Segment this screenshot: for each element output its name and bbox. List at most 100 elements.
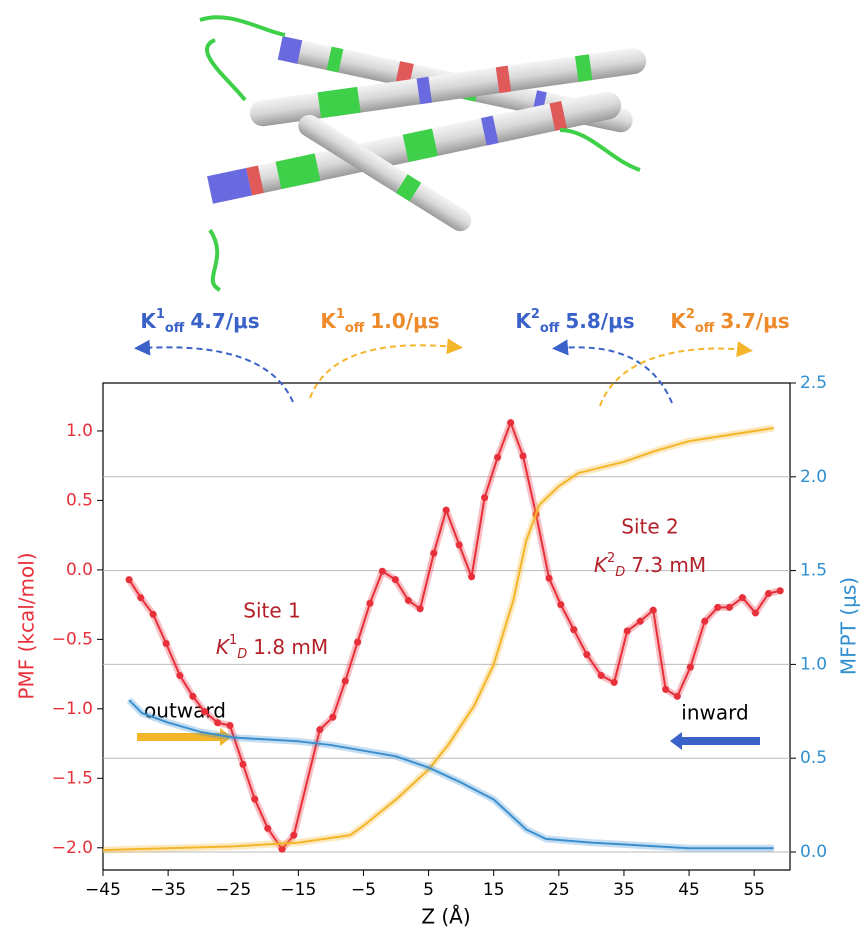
marker [391, 576, 399, 584]
x-tick-label: 5 [423, 880, 434, 900]
marker [507, 419, 515, 427]
marker [201, 708, 209, 716]
marker [701, 617, 709, 625]
marker [430, 549, 438, 557]
annotation-part: D [615, 565, 625, 580]
marker [162, 640, 170, 648]
marker [725, 603, 733, 611]
x-tick-label: 25 [548, 880, 570, 900]
y2-tick-label: 1.5 [800, 561, 827, 581]
annotation-part: 5.8/μs [565, 309, 634, 333]
marker [636, 617, 644, 625]
annotation-part: 1 [156, 307, 165, 322]
annotation: K2off 3.7/μs [670, 307, 789, 336]
annotation: K1D 1.8 mM [216, 633, 328, 662]
marker [214, 719, 222, 727]
marker [610, 678, 618, 686]
y2-tick-label: 0.5 [800, 748, 827, 768]
annotation: K1off 1.0/μs [320, 307, 439, 336]
annotation-part: 3.7/μs [720, 309, 789, 333]
marker [455, 541, 463, 549]
marker [738, 594, 746, 602]
annotation-part: K [670, 309, 687, 333]
marker [329, 713, 337, 721]
y2-tick-label: 2.5 [800, 373, 827, 393]
annotation-part: 1.0/μs [370, 309, 439, 333]
marker [226, 721, 234, 729]
marker [125, 576, 133, 584]
direction-arrows [137, 728, 760, 750]
marker [278, 845, 286, 853]
protein-illustration [199, 15, 647, 292]
y-tick-label: −1.5 [52, 768, 93, 788]
plot-frame [102, 382, 791, 871]
x-tick-label: 35 [613, 880, 635, 900]
marker [366, 599, 374, 607]
x-tick-label: −25 [215, 880, 251, 900]
x-tick-label: 45 [678, 880, 700, 900]
marker [416, 605, 424, 613]
marker [765, 590, 773, 598]
annotation-part: K [216, 635, 231, 659]
y-tick-label: −1.0 [52, 699, 93, 719]
x-tick-label: −45 [85, 880, 121, 900]
y-tick-label: −2.0 [52, 838, 93, 858]
marker [570, 626, 578, 634]
annotation-part: off [345, 321, 365, 336]
marker [137, 594, 145, 602]
annotation-part: 2 [531, 307, 540, 322]
rate-arrows [134, 338, 753, 407]
marker [557, 601, 565, 609]
marker [468, 573, 476, 581]
marker [649, 606, 657, 614]
annotation-part: 4.7/μs [190, 309, 259, 333]
annotation-part: K [140, 309, 157, 333]
annotation-part: off [540, 321, 560, 336]
marker [494, 453, 502, 461]
marker [519, 452, 527, 460]
x-tick-label: −15 [280, 880, 316, 900]
marker [149, 610, 157, 618]
plot [102, 382, 791, 871]
marker [189, 692, 197, 700]
marker [662, 685, 670, 693]
annotation-part: off [695, 321, 715, 336]
x-tick-label: −35 [150, 880, 186, 900]
annotation-part: off [165, 321, 185, 336]
marker [442, 506, 450, 514]
marker [686, 663, 694, 671]
site-label: Site 1 [243, 599, 300, 623]
annotation-part: K [320, 309, 337, 333]
annotation: K2off 5.8/μs [515, 307, 634, 336]
y-tick-label: 1.0 [66, 421, 93, 441]
x-tick-label: 15 [483, 880, 505, 900]
annotation: K1off 4.7/μs [140, 307, 259, 336]
line [102, 427, 774, 852]
marker [176, 671, 184, 679]
annotation-part: K [594, 553, 609, 577]
y2-axis-title: MFPT (μs) [837, 577, 861, 675]
x-axis-title: Z (Å) [421, 905, 470, 929]
marker [354, 638, 362, 646]
y2-tick-label: 0.0 [800, 842, 827, 862]
annotation-part: K [515, 309, 532, 333]
y-axis-title: PMF (kcal/mol) [15, 552, 39, 699]
line-band [102, 424, 775, 854]
marker [316, 726, 324, 734]
site-label: Site 2 [621, 515, 678, 539]
annotation-part: 1 [336, 307, 345, 322]
marker [239, 760, 247, 768]
marker [751, 609, 759, 617]
marker [264, 824, 272, 832]
marker [623, 627, 631, 635]
direction-label: inward [681, 701, 748, 725]
marker [341, 677, 349, 685]
annotation-part: D [237, 647, 247, 662]
x-tick-label: −5 [351, 880, 376, 900]
marker [583, 651, 591, 659]
marker [597, 671, 605, 679]
marker [290, 831, 298, 839]
y-tick-label: −0.5 [52, 629, 93, 649]
x-tick-label: 55 [743, 880, 765, 900]
